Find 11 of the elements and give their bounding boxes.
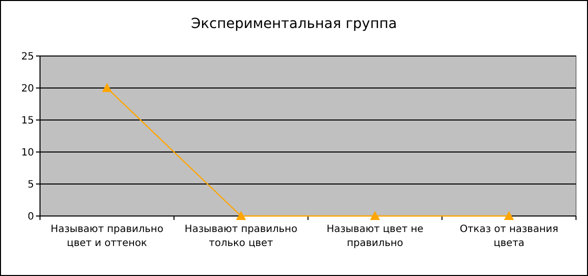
y-tick-label: 0	[28, 212, 34, 222]
y-tick-label: 10	[21, 148, 34, 158]
y-tick-label: 5	[28, 180, 34, 190]
x-tick-label: Называют правильно только цвет	[184, 224, 298, 249]
x-tick-label: Называют правильно цвет и оттенок	[50, 224, 164, 249]
y-tick-label: 25	[21, 52, 34, 62]
chart-title: Экспериментальная группа	[191, 16, 397, 32]
x-tick-label: Называют цвет не правильно	[326, 224, 424, 249]
x-tick-label: Отказ от названия цвета	[460, 224, 558, 249]
y-tick-label: 15	[21, 116, 34, 126]
y-tick-label: 20	[21, 84, 34, 94]
